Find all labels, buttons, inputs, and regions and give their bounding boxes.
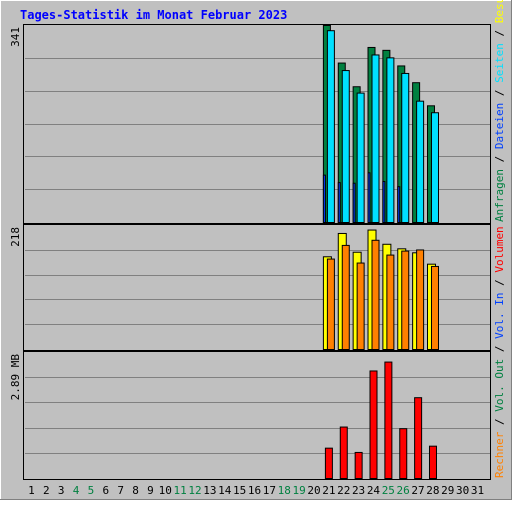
bar-volumen bbox=[354, 451, 363, 480]
legend-item: / bbox=[493, 418, 506, 431]
legend-item: Seiten bbox=[493, 43, 506, 89]
x-tick-label: 15 bbox=[233, 484, 246, 497]
legend-item: Vol. In bbox=[493, 293, 506, 346]
chart-title: Tages-Statistik im Monat Februar 2023 bbox=[20, 8, 287, 22]
x-tick-label: 7 bbox=[117, 484, 124, 497]
x-tick-label: 26 bbox=[397, 484, 410, 497]
bar-rechner bbox=[430, 265, 439, 350]
legend-item: / bbox=[493, 30, 506, 43]
panel-middle-frame bbox=[23, 224, 491, 351]
bar-dateien bbox=[367, 172, 371, 223]
y-max-label-top: 341 bbox=[9, 27, 22, 47]
x-tick-label: 16 bbox=[248, 484, 261, 497]
bar-volumen bbox=[369, 370, 378, 479]
bar-seiten bbox=[401, 72, 410, 223]
x-tick-label: 24 bbox=[367, 484, 381, 497]
x-tick-label: 17 bbox=[263, 484, 276, 497]
x-tick-label: 21 bbox=[322, 484, 335, 497]
x-tick-label: 27 bbox=[411, 484, 424, 497]
x-tick-label: 6 bbox=[102, 484, 109, 497]
bar-seiten bbox=[326, 30, 335, 223]
bar-rechner bbox=[356, 262, 365, 351]
panel-bottom-frame bbox=[23, 351, 491, 480]
x-tick-label: 1 bbox=[28, 484, 35, 497]
legend-item: / bbox=[493, 279, 506, 292]
bar-seiten bbox=[356, 92, 365, 223]
x-tick-label: 22 bbox=[337, 484, 350, 497]
y-max-label-middle: 218 bbox=[9, 227, 22, 247]
legend-item: / bbox=[493, 346, 506, 359]
x-tick-label: 5 bbox=[88, 484, 95, 497]
x-tick-label: 4 bbox=[73, 484, 80, 497]
bar-volumen bbox=[324, 447, 333, 479]
bar-volumen bbox=[339, 426, 348, 479]
x-tick-label: 12 bbox=[188, 484, 201, 497]
bar-rechner bbox=[326, 258, 335, 350]
bar-seiten bbox=[416, 100, 425, 223]
bar-volumen bbox=[414, 397, 423, 479]
legend-item: Vol. Out bbox=[493, 359, 506, 419]
bar-marks bbox=[322, 25, 439, 480]
legend-item: Anfragen bbox=[493, 169, 506, 222]
bar-rechner bbox=[341, 244, 350, 351]
legend-item: Rechner bbox=[493, 431, 506, 478]
x-tick-label: 8 bbox=[132, 484, 139, 497]
bar-dateien bbox=[322, 174, 326, 223]
x-tick-label: 23 bbox=[352, 484, 365, 497]
legend-middle: Rechner / Vol. Out / Vol. In / Volumen bbox=[493, 226, 506, 478]
bar-volumen bbox=[428, 445, 437, 479]
bar-dateien bbox=[337, 182, 341, 224]
x-tick-label: 10 bbox=[159, 484, 172, 497]
x-tick-label: 3 bbox=[58, 484, 65, 497]
bar-volumen bbox=[399, 428, 408, 480]
bar-seiten bbox=[371, 54, 380, 223]
x-tick-label: 11 bbox=[174, 484, 187, 497]
bar-rechner bbox=[401, 250, 410, 350]
legend-item: Volumen bbox=[493, 226, 506, 279]
x-axis-labels: 1 2 3 4 5 6 7 8 9 10 11 12 13 14 15 16 17 18 19 20 21 22 23 24 2… bbox=[28, 484, 484, 497]
bar-volumen bbox=[384, 361, 393, 480]
x-tick-label: 9 bbox=[147, 484, 154, 497]
legend-item: Besuche bbox=[493, 0, 506, 30]
bar-dateien bbox=[382, 180, 386, 224]
panel-top-frame bbox=[23, 24, 491, 224]
legend-top: Anfragen / Dateien / Seiten / Besuche bbox=[493, 0, 506, 222]
bar-seiten bbox=[430, 112, 439, 223]
legend-item: / bbox=[493, 90, 506, 103]
x-tick-label: 20 bbox=[307, 484, 320, 497]
legend-item: / bbox=[493, 156, 506, 169]
y-max-label-bottom: 2.89 MB bbox=[9, 354, 22, 401]
bar-rechner bbox=[386, 254, 395, 351]
bar-seiten bbox=[386, 57, 395, 223]
bar-rechner bbox=[416, 249, 425, 350]
x-tick-label: 19 bbox=[292, 484, 305, 497]
bar-dateien bbox=[352, 182, 356, 224]
bar-seiten bbox=[341, 70, 350, 223]
x-tick-label: 14 bbox=[218, 484, 232, 497]
x-tick-label: 2 bbox=[43, 484, 50, 497]
x-tick-label: 28 bbox=[426, 484, 439, 497]
bar-dateien bbox=[397, 186, 401, 224]
x-tick-label: 18 bbox=[278, 484, 291, 497]
x-tick-label: 31 bbox=[471, 484, 484, 497]
x-tick-label: 29 bbox=[441, 484, 454, 497]
x-tick-label: 13 bbox=[203, 484, 216, 497]
x-tick-label: 30 bbox=[456, 484, 469, 497]
x-tick-label: 25 bbox=[382, 484, 395, 497]
panel-frames bbox=[23, 24, 491, 480]
bar-rechner bbox=[371, 239, 380, 350]
legend-item: Dateien bbox=[493, 103, 506, 156]
